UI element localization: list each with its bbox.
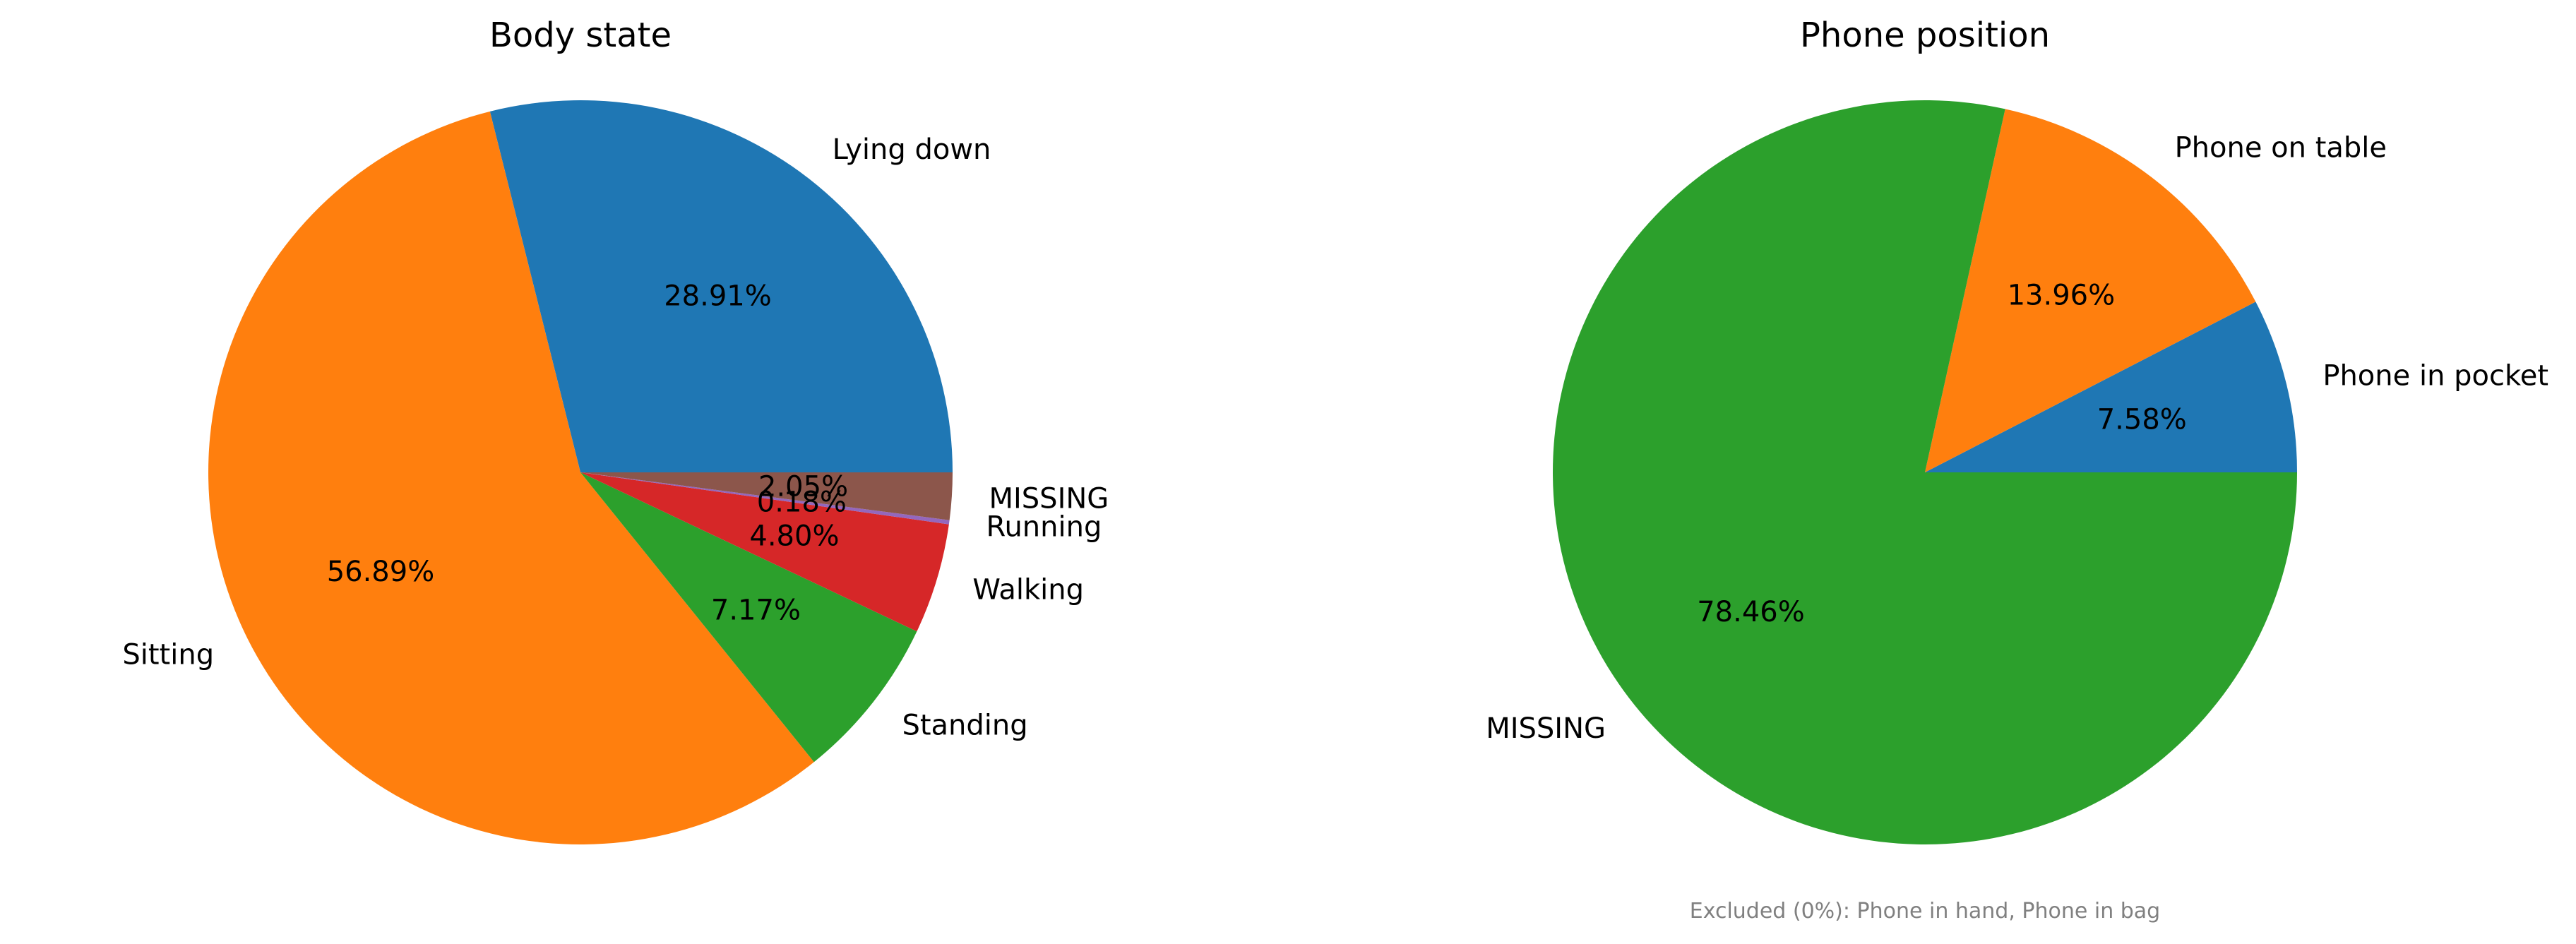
slice-label-phone-on-table: Phone on table xyxy=(2175,132,2387,165)
chart-title-phone-position: Phone position xyxy=(1800,16,2050,55)
pie-slice-phone-in-pocket xyxy=(1925,301,2297,472)
slice-label-walking: Walking xyxy=(972,573,1084,606)
pie-slice-missing xyxy=(1553,100,2297,844)
slice-label-missing: MISSING xyxy=(989,482,1109,515)
chart-title-body-state: Body state xyxy=(489,16,672,55)
excluded-note: Excluded (0%): Phone in hand, Phone in b… xyxy=(1690,899,2160,924)
pct-label-missing: 2.05% xyxy=(758,470,848,503)
slice-label-missing: MISSING xyxy=(1486,712,1606,745)
pct-label-walking: 4.80% xyxy=(749,520,839,553)
pie-slice-running xyxy=(580,472,950,525)
pie-slice-missing xyxy=(580,472,953,520)
pct-label-running: 0.18% xyxy=(757,486,847,518)
pie-slice-phone-on-table xyxy=(1925,109,2256,473)
pct-label-lying-down: 28.91% xyxy=(664,280,772,313)
slice-label-running: Running xyxy=(986,511,1102,544)
pct-label-phone-in-pocket: 7.58% xyxy=(2097,403,2187,436)
body-state-pie: Body state Lying down 28.91% Sitting 56.89%… xyxy=(122,16,1109,844)
pct-label-phone-on-table: 13.96% xyxy=(2008,279,2116,311)
slice-label-lying-down: Lying down xyxy=(833,133,991,166)
pct-label-sitting: 56.89% xyxy=(327,556,435,588)
pct-label-missing: 78.46% xyxy=(1697,596,1805,628)
phone-position-pie: Phone position Excluded (0%): Phone in h… xyxy=(1486,16,2548,924)
slice-label-standing: Standing xyxy=(902,710,1027,742)
pct-label-standing: 7.17% xyxy=(711,595,801,627)
pie-slice-walking xyxy=(580,472,949,632)
slice-label-sitting: Sitting xyxy=(122,638,214,671)
pie-slice-standing xyxy=(580,472,917,763)
pie-slice-sitting xyxy=(208,111,814,844)
pie-slice-lying-down xyxy=(489,100,953,472)
slice-label-phone-in-pocket: Phone in pocket xyxy=(2322,359,2548,392)
